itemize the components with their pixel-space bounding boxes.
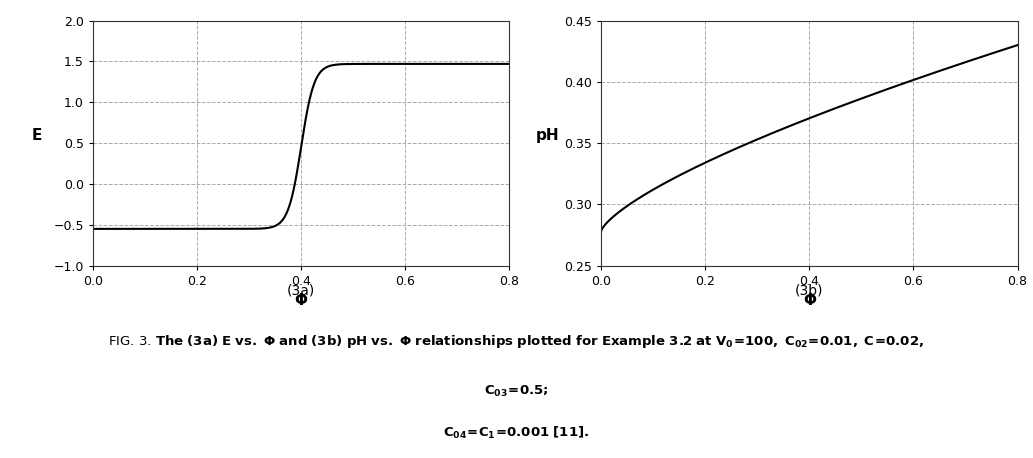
- Text: FIG. 3. $\bf{The\ (3a)\ E\ vs.\ \Phi\ and\ (3b)\ pH\ vs.\ \Phi\ relationships\ p: FIG. 3. $\bf{The\ (3a)\ E\ vs.\ \Phi\ an…: [108, 333, 925, 350]
- Text: $\bf{C_{03}\!=\!0.5;}$: $\bf{C_{03}\!=\!0.5;}$: [484, 384, 549, 399]
- Text: (3b): (3b): [795, 284, 823, 298]
- X-axis label: Φ: Φ: [294, 293, 308, 308]
- Text: (3a): (3a): [287, 284, 315, 298]
- Y-axis label: pH: pH: [536, 128, 559, 143]
- Text: $\bf{C_{04}\!=\!C_1\!=\!0.001\ [11].}$: $\bf{C_{04}\!=\!C_1\!=\!0.001\ [11].}$: [443, 425, 590, 441]
- Y-axis label: E: E: [32, 128, 42, 143]
- X-axis label: Φ: Φ: [803, 293, 816, 308]
